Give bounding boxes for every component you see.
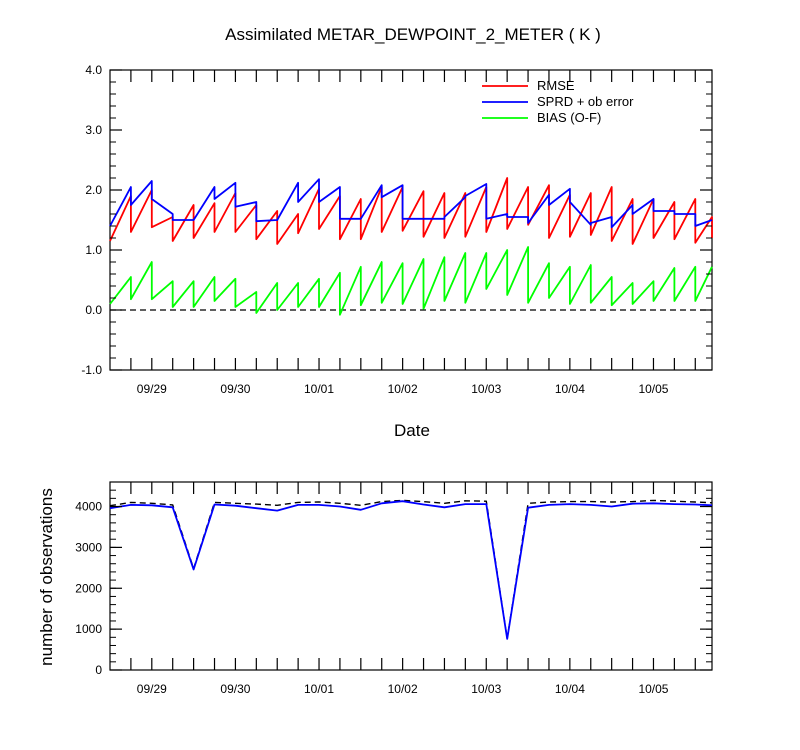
x-tick-label: 10/05 bbox=[638, 382, 668, 396]
series-line-sprd-ob-error bbox=[109, 178, 713, 229]
x-tick-label: 10/03 bbox=[471, 382, 501, 396]
y-tick-label: 0 bbox=[95, 663, 102, 677]
y-tick-label: 2000 bbox=[75, 581, 102, 595]
y-tick-label: 4000 bbox=[75, 500, 102, 514]
x-tick-label: 09/29 bbox=[137, 382, 167, 396]
series-line-rmse bbox=[109, 177, 713, 245]
x-tick-label: 10/05 bbox=[638, 682, 668, 696]
legend-label: SPRD + ob error bbox=[537, 94, 634, 109]
x-tick-label: 09/30 bbox=[220, 682, 250, 696]
x-tick-label: 09/29 bbox=[137, 682, 167, 696]
y-tick-label: 4.0 bbox=[85, 63, 102, 77]
x-tick-label: 10/03 bbox=[471, 682, 501, 696]
x-tick-label: 10/04 bbox=[555, 382, 585, 396]
plot-frame bbox=[109, 481, 713, 671]
top-plot: -1.0 0.0 1.0 2.0 3.0 4.0 09/29 09/30 10/01 10/02 1… bbox=[81, 63, 713, 396]
y-axis-label-observations: number of observations bbox=[37, 488, 56, 666]
legend-label: BIAS (O-F) bbox=[537, 110, 601, 125]
y-tick-label: -1.0 bbox=[81, 363, 102, 377]
legend-label: RMSE bbox=[537, 78, 575, 93]
x-tick-label: 10/01 bbox=[304, 382, 334, 396]
chart-title: Assimilated METAR_DEWPOINT_2_METER ( K ) bbox=[225, 25, 601, 44]
series-line-assimilated bbox=[109, 500, 713, 640]
y-tick-label: 1000 bbox=[75, 622, 102, 636]
x-tick-label: 10/04 bbox=[555, 682, 585, 696]
y-tick-label: 2.0 bbox=[85, 183, 102, 197]
y-tick-label: 3.0 bbox=[85, 123, 102, 137]
y-tick-label: 1.0 bbox=[85, 243, 102, 257]
x-axis-label: Date bbox=[394, 421, 430, 440]
series-line-possible bbox=[109, 499, 713, 640]
series-line-bias-o-f bbox=[109, 246, 713, 316]
x-tick-label: 10/02 bbox=[388, 382, 418, 396]
y-tick-label: 3000 bbox=[75, 540, 102, 554]
x-tick-label: 10/01 bbox=[304, 682, 334, 696]
x-tick-label: 10/02 bbox=[388, 682, 418, 696]
y-tick-label: 0.0 bbox=[85, 303, 102, 317]
x-tick-label: 09/30 bbox=[220, 382, 250, 396]
bottom-plot: 0 1000 2000 3000 4000 09/29 09/30 10/01 10/02 10/… bbox=[75, 481, 713, 696]
